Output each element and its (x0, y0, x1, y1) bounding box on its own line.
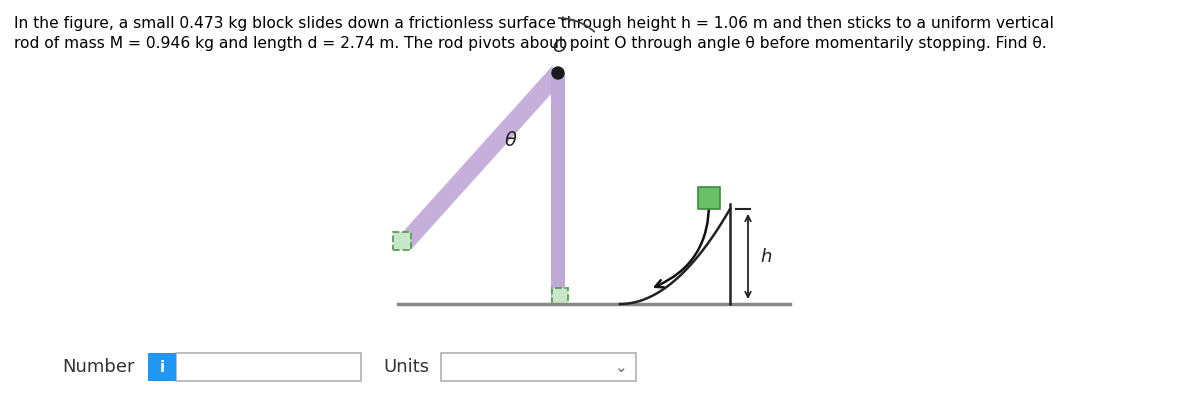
Bar (176, 353, 361, 381)
Text: Number: Number (62, 358, 134, 376)
Text: θ: θ (505, 132, 517, 150)
Circle shape (552, 67, 564, 79)
Text: ⌄: ⌄ (614, 360, 628, 374)
Text: Units: Units (383, 358, 430, 376)
Bar (551, 73, 565, 304)
Polygon shape (397, 66, 564, 252)
Bar (442, 353, 636, 381)
Text: In the figure, a small 0.473 kg block slides down a frictionless surface through: In the figure, a small 0.473 kg block sl… (14, 16, 1054, 31)
Text: h: h (760, 247, 772, 266)
Text: i: i (160, 360, 164, 374)
Bar (698, 187, 720, 209)
Bar (148, 353, 176, 381)
Bar (552, 288, 568, 304)
Text: O: O (552, 38, 566, 56)
Text: rod of mass M = 0.946 kg and length d = 2.74 m. The rod pivots about point O thr: rod of mass M = 0.946 kg and length d = … (14, 36, 1046, 51)
Bar (392, 232, 410, 250)
